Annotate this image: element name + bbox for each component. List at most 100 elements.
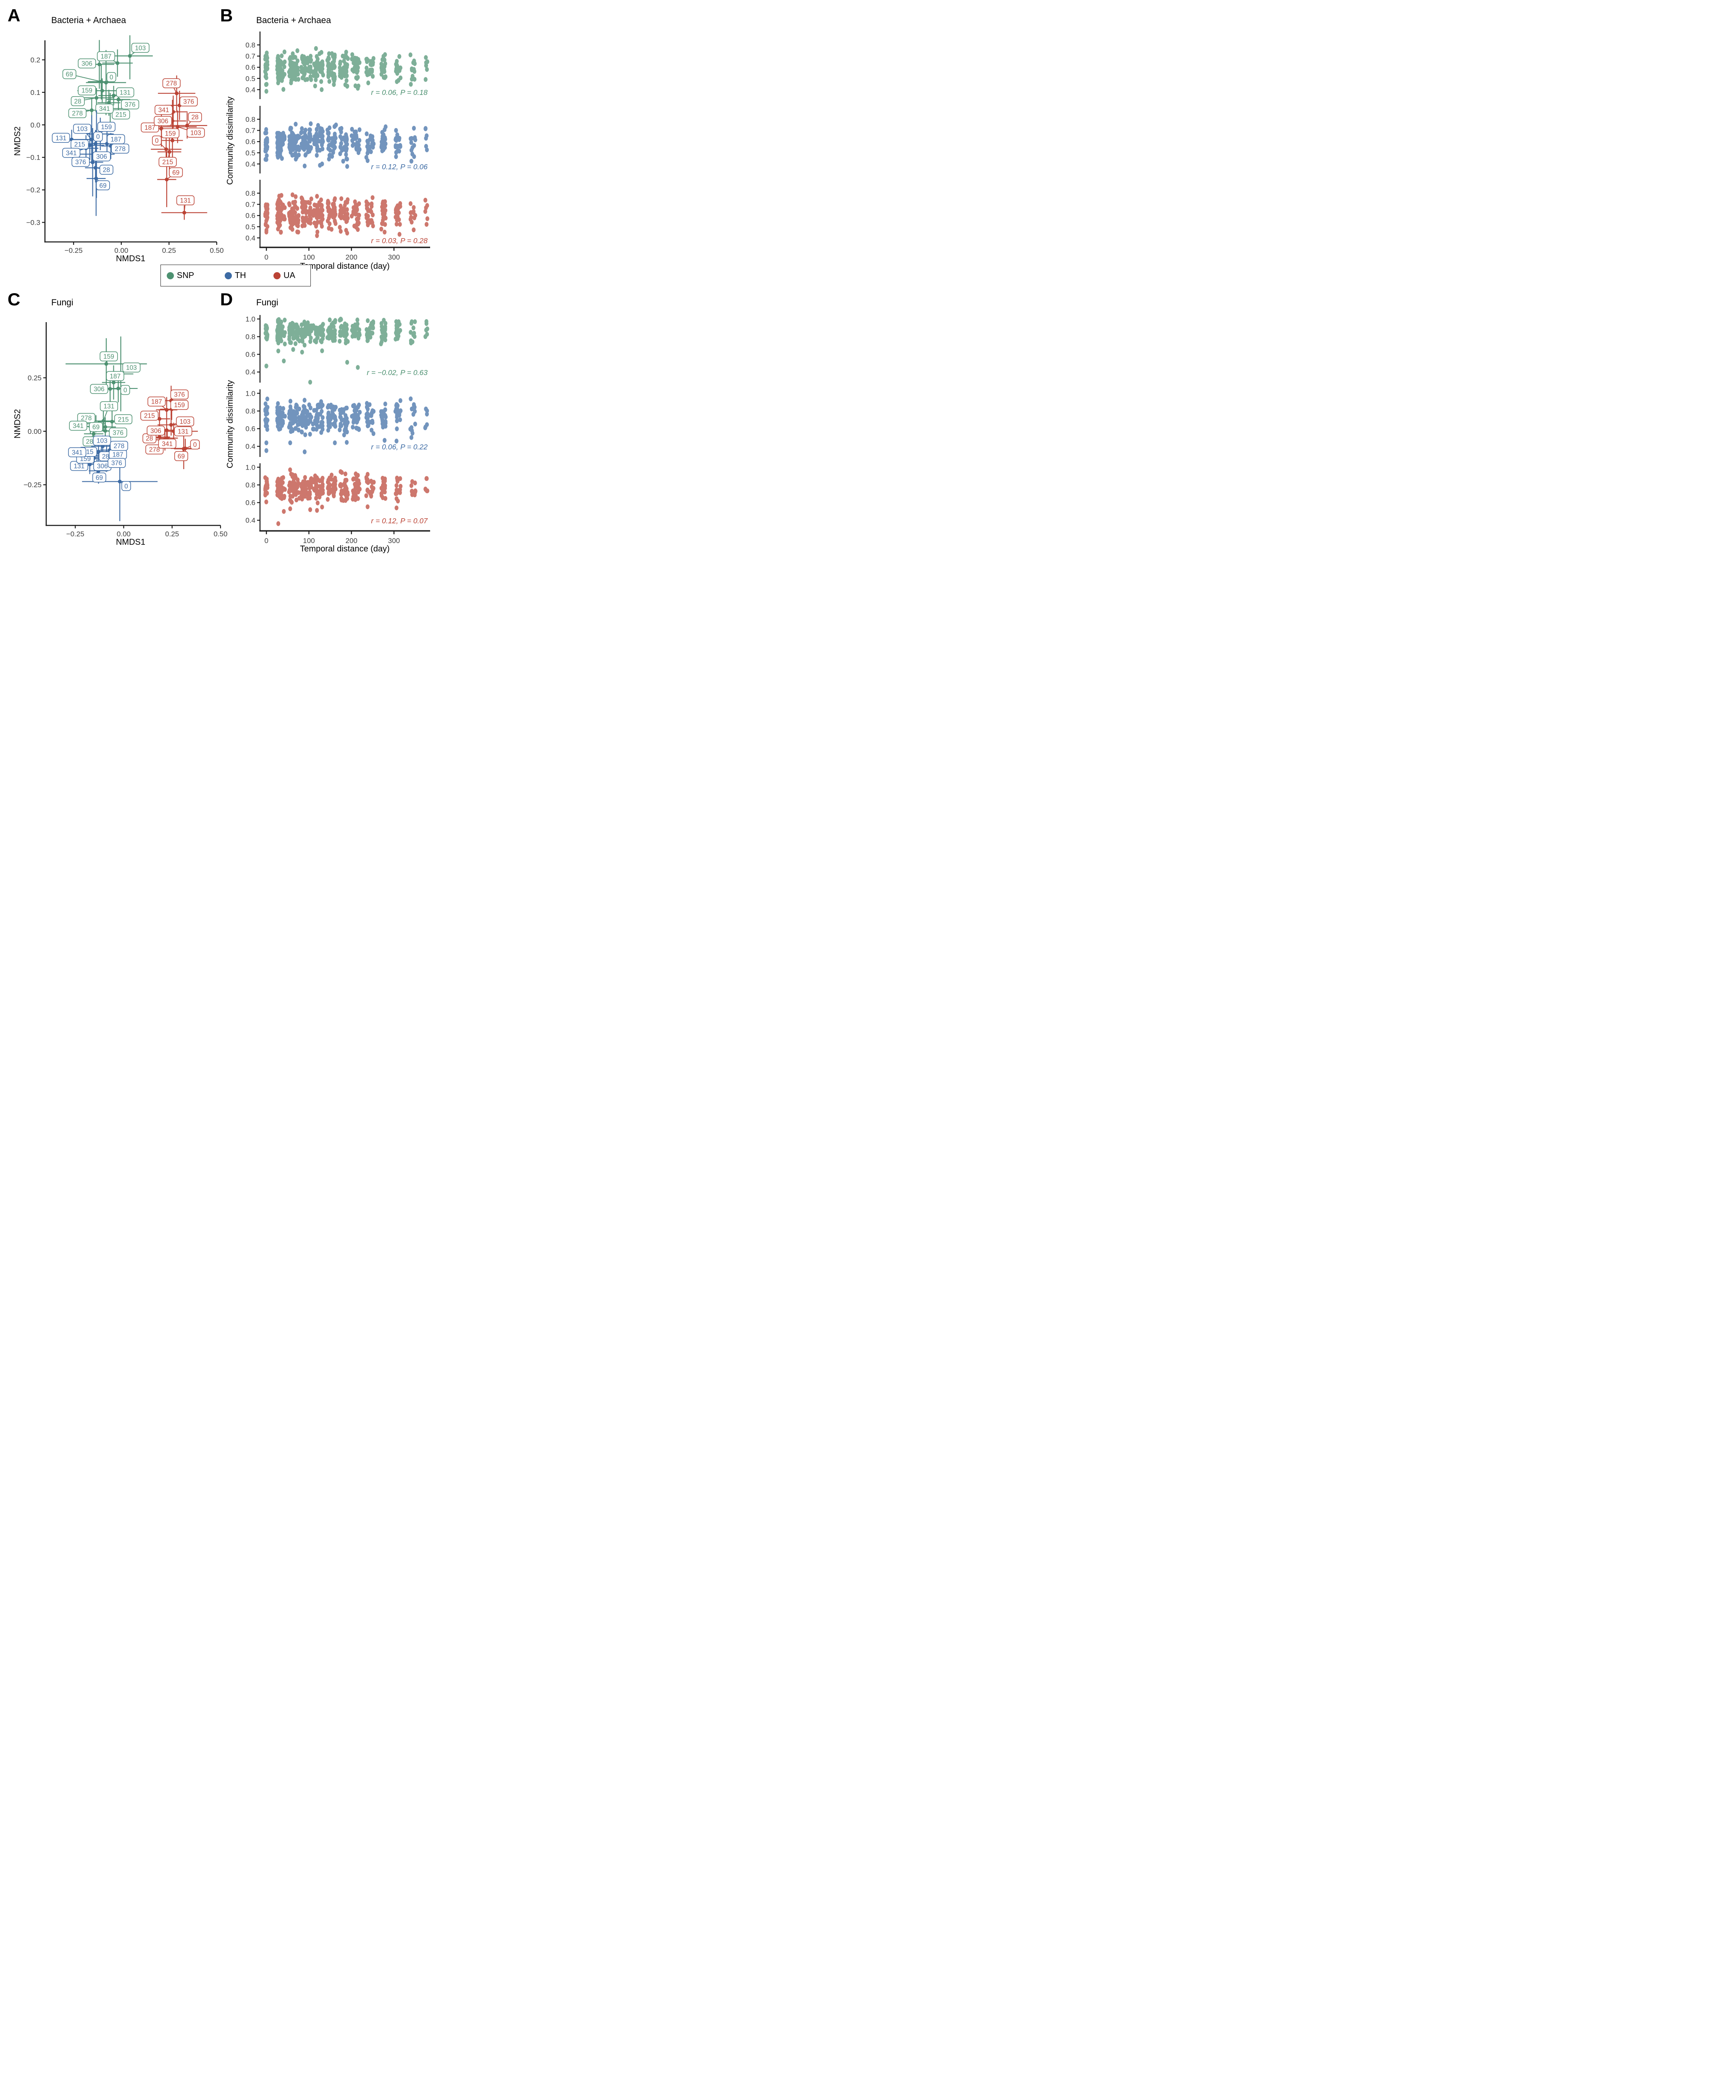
svg-text:306: 306 [96, 153, 107, 160]
svg-text:131: 131 [178, 428, 189, 435]
stats-b-snp: r = 0.06, P = 0.18 [371, 88, 428, 97]
svg-text:341: 341 [72, 449, 83, 456]
panel-b-title: Bacteria + Archaea [256, 16, 331, 25]
stats-d-th: r = 0.06, P = 0.22 [371, 443, 428, 451]
svg-text:0: 0 [193, 441, 197, 449]
svg-text:0.5: 0.5 [245, 75, 255, 83]
svg-text:376: 376 [113, 429, 123, 436]
scatter-points-TH [263, 121, 429, 169]
svg-text:0.0: 0.0 [30, 121, 40, 129]
svg-text:28: 28 [192, 114, 199, 121]
svg-text:103: 103 [97, 438, 108, 445]
svg-text:0.6: 0.6 [245, 138, 255, 146]
svg-text:0.6: 0.6 [245, 499, 255, 507]
svg-text:306: 306 [150, 428, 161, 435]
svg-text:159: 159 [80, 456, 91, 463]
svg-text:0.5: 0.5 [245, 149, 255, 157]
svg-text:69: 69 [178, 453, 185, 460]
legend-label-th: TH [235, 271, 246, 280]
svg-text:215: 215 [116, 111, 126, 118]
svg-text:0.7: 0.7 [245, 201, 255, 209]
svg-text:69: 69 [100, 182, 107, 189]
svg-text:376: 376 [75, 159, 86, 166]
svg-text:0.00: 0.00 [28, 428, 42, 436]
panel-d-title: Fungi [256, 298, 278, 307]
svg-text:103: 103 [77, 126, 88, 133]
svg-text:159: 159 [103, 353, 114, 360]
svg-text:159: 159 [165, 130, 176, 137]
svg-text:0.00: 0.00 [114, 247, 128, 255]
svg-text:0.2: 0.2 [30, 56, 40, 64]
scatter-points-SNP [263, 46, 430, 94]
svg-text:103: 103 [180, 418, 191, 425]
svg-text:187: 187 [110, 136, 121, 143]
svg-text:103: 103 [126, 365, 137, 372]
svg-text:0.25: 0.25 [162, 247, 176, 255]
svg-text:187: 187 [100, 53, 111, 60]
panel-c-title: Fungi [51, 298, 74, 307]
svg-text:0.8: 0.8 [245, 407, 255, 415]
panel-a-yaxis-label: NMDS2 [13, 126, 22, 156]
stats-b-th: r = 0.12, P = 0.06 [371, 163, 428, 171]
svg-text:0.6: 0.6 [245, 212, 255, 220]
svg-text:−0.25: −0.25 [24, 481, 42, 489]
svg-text:−0.25: −0.25 [65, 247, 83, 255]
svg-text:341: 341 [158, 107, 169, 114]
legend-item-th: TH [225, 265, 246, 286]
svg-text:0: 0 [124, 483, 128, 490]
svg-text:0.00: 0.00 [117, 530, 131, 538]
scatter-points-SNP [263, 316, 429, 385]
svg-text:131: 131 [74, 463, 84, 470]
svg-text:−0.1: −0.1 [26, 154, 40, 162]
svg-text:103: 103 [190, 129, 201, 136]
svg-text:215: 215 [118, 416, 129, 423]
svg-text:341: 341 [162, 441, 173, 448]
svg-text:0.4: 0.4 [245, 86, 255, 94]
svg-text:131: 131 [55, 135, 66, 142]
svg-text:28: 28 [74, 98, 81, 105]
figure-canvas: −0.25 0.00 0.25 0.50 0.2 0.1 0.0 −0.1 −0.2 −0.3 0 2… [0, 0, 434, 555]
svg-text:0.6: 0.6 [245, 425, 255, 433]
svg-text:0: 0 [110, 74, 113, 81]
svg-text:131: 131 [103, 403, 114, 410]
svg-text:0.8: 0.8 [245, 116, 255, 123]
panel-c-yaxis-label: NMDS2 [13, 409, 22, 438]
panel-a-xaxis-label: NMDS1 [116, 254, 145, 263]
svg-text:28: 28 [102, 453, 109, 460]
panel-letter-d: D [220, 289, 233, 309]
svg-text:69: 69 [66, 71, 73, 78]
svg-text:341: 341 [99, 105, 110, 113]
svg-text:0.8: 0.8 [245, 481, 255, 489]
svg-text:278: 278 [115, 145, 126, 152]
svg-text:306: 306 [94, 386, 105, 393]
svg-text:0.6: 0.6 [245, 351, 255, 359]
panel-c-xaxis-label: NMDS1 [116, 538, 145, 547]
panel-a-title: Bacteria + Archaea [51, 16, 126, 25]
svg-text:159: 159 [174, 402, 185, 409]
svg-text:69: 69 [96, 474, 103, 481]
svg-text:376: 376 [174, 391, 185, 399]
panel-b-yaxis-label: Community dissimilarity [226, 96, 235, 185]
svg-text:0.4: 0.4 [245, 443, 255, 451]
svg-text:200: 200 [346, 253, 357, 261]
legend: SNP TH UA [160, 265, 311, 286]
svg-text:215: 215 [144, 412, 155, 420]
legend-label-ua: UA [284, 271, 295, 280]
legend-item-ua: UA [273, 265, 295, 286]
svg-text:100: 100 [303, 537, 315, 545]
svg-text:376: 376 [111, 460, 122, 467]
svg-text:0.4: 0.4 [245, 368, 255, 376]
svg-text:69: 69 [92, 424, 100, 431]
nmds-series-TH: 0 28 69 103 131 159 187 215 278 306 341 376 [52, 110, 129, 216]
svg-text:0.8: 0.8 [245, 333, 255, 341]
scatter-points-UA [263, 467, 430, 526]
nmds-plot-fungi: −0.25 0.00 0.25 0.50 0.25 0.00 −0.25 0 28 69 103 13… [24, 322, 228, 538]
scatter-points-UA [263, 192, 430, 238]
svg-text:0.50: 0.50 [210, 247, 223, 255]
svg-text:200: 200 [346, 537, 357, 545]
svg-text:28: 28 [146, 435, 153, 442]
svg-text:28: 28 [86, 438, 93, 445]
snp-dot-icon [167, 272, 174, 279]
svg-text:0.5: 0.5 [245, 223, 255, 231]
svg-text:306: 306 [97, 463, 108, 470]
